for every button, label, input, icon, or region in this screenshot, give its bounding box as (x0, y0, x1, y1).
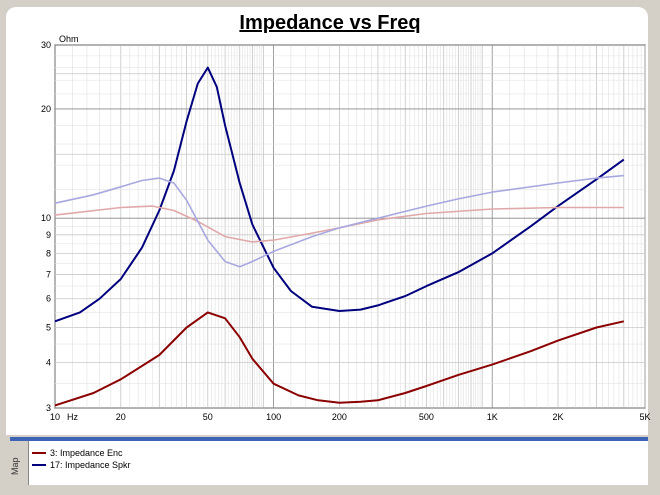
impedance-chart: 10 20 50 100 200 500 1K 2K 5K Hz 3 4 5 6 7 8 9 10 20 30 Ohm (41, 34, 651, 422)
y-tick-label: 5 (46, 322, 51, 332)
legend-label-spkr: 17: Impedance Spkr (50, 460, 131, 470)
x-tick-label: 10 (50, 412, 60, 422)
x-unit-label: Hz (67, 412, 78, 422)
legend-area (10, 437, 648, 489)
legend-item-enc[interactable]: 3: Impedance Enc (32, 447, 123, 459)
y-tick-label: 3 (46, 403, 51, 413)
legend-item-spkr[interactable]: 17: Impedance Spkr (32, 459, 131, 471)
x-tick-label: 2K (553, 412, 564, 422)
y-tick-label: 20 (41, 104, 51, 114)
series-line-3 (54, 174, 624, 268)
y-tick-label: 10 (41, 213, 51, 223)
x-tick-label: 50 (203, 412, 213, 422)
series-line-2 (54, 205, 624, 243)
y-tick-label: 4 (46, 358, 51, 368)
x-tick-label: 20 (116, 412, 126, 422)
x-tick-label: 100 (266, 412, 281, 422)
series-line-0 (54, 311, 625, 407)
chart-title: Impedance vs Freq (0, 12, 660, 35)
x-tick-label: 1K (487, 412, 498, 422)
map-tab[interactable]: Map (10, 441, 29, 485)
y-unit-label: Ohm (59, 34, 79, 44)
y-tick-label: 9 (46, 230, 51, 240)
map-tab-label: Map (10, 457, 20, 475)
series-line-1 (54, 66, 625, 323)
y-tick-label: 8 (46, 248, 51, 258)
x-tick-label: 5K (639, 412, 650, 422)
y-tick-label: 7 (46, 269, 51, 279)
legend-swatch-enc (32, 452, 46, 454)
y-tick-label: 6 (46, 294, 51, 304)
chart-title-text: Impedance vs Freq (239, 12, 421, 34)
x-tick-label: 500 (419, 412, 434, 422)
legend-swatch-spkr (32, 464, 46, 466)
y-tick-label: 30 (41, 40, 51, 50)
x-tick-label: 200 (332, 412, 347, 422)
legend-label-enc: 3: Impedance Enc (50, 448, 123, 458)
status-strip (0, 485, 660, 495)
